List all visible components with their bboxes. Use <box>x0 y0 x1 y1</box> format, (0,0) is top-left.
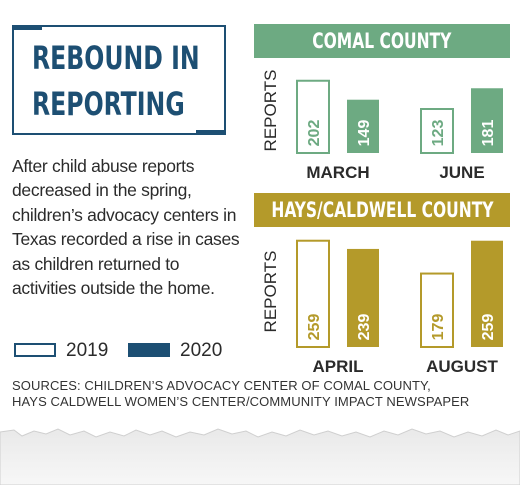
sources-line-2: HAYS CALDWELL WOMEN’S CENTER/COMMUNITY I… <box>12 394 470 409</box>
hays-banner-title: HAYS/CALDWELL COUNTY <box>270 198 494 222</box>
chart-0-category-june: JUNE <box>439 163 484 182</box>
legend-label-2019: 2019 <box>66 340 109 361</box>
legend-swatch-2019 <box>14 343 56 357</box>
title-accent-top <box>12 25 42 30</box>
sources-line-1: SOURCES: CHILDREN’S ADVOCACY CENTER OF C… <box>12 378 431 393</box>
chart-0-category-march: MARCH <box>306 163 369 182</box>
hays-banner: HAYS/CALDWELL COUNTY <box>254 193 510 227</box>
chart-1-ylabel: REPORTS <box>261 251 280 333</box>
chart-0-data-label-june-2020: 181 <box>480 120 497 147</box>
chart-0-bar-march-2019 <box>296 79 330 154</box>
chart-1-data-label-august-2019: 179 <box>430 314 447 341</box>
chart-1-bar-august-2020 <box>471 240 503 347</box>
comal-banner: COMAL COUNTY <box>254 24 510 58</box>
title-accent-bottom <box>196 130 226 135</box>
chart-0-data-label-june-2019: 123 <box>430 120 447 147</box>
sources: SOURCES: CHILDREN’S ADVOCACY CENTER OF C… <box>12 378 512 410</box>
chart-1-data-label-april-2020: 239 <box>356 314 373 341</box>
chart-1-category-april: APRIL <box>313 357 364 376</box>
title-line-1: REBOUND IN <box>32 39 200 77</box>
chart-0-bar-june-2019 <box>420 108 454 154</box>
chart-1-bar-april-2020 <box>347 248 379 347</box>
chart-1-data-label-august-2020: 259 <box>480 314 497 341</box>
chart-0-data-label-march-2019: 202 <box>306 120 323 147</box>
chart-1-bar-april-2019 <box>296 239 330 348</box>
chart-0-ylabel: REPORTS <box>261 70 280 152</box>
legend-swatch-2020 <box>128 343 170 357</box>
chart-0-bar-march-2020 <box>347 99 379 153</box>
torn-paper-edge <box>0 424 520 485</box>
chart-1-data-label-april-2019: 259 <box>306 314 323 341</box>
chart-0-bar-june-2020 <box>471 88 503 153</box>
legend-label-2020: 2020 <box>180 340 223 361</box>
chart-0-data-label-march-2020: 149 <box>356 120 373 147</box>
chart-1-bar-august-2019 <box>420 272 454 348</box>
title-box: REBOUND IN REPORTING <box>12 25 226 135</box>
intro-text: After child abuse reports decreased in t… <box>12 156 240 299</box>
title-line-2: REPORTING <box>32 85 185 123</box>
comal-banner-title: COMAL COUNTY <box>312 29 452 53</box>
chart-1-category-august: AUGUST <box>426 357 498 376</box>
